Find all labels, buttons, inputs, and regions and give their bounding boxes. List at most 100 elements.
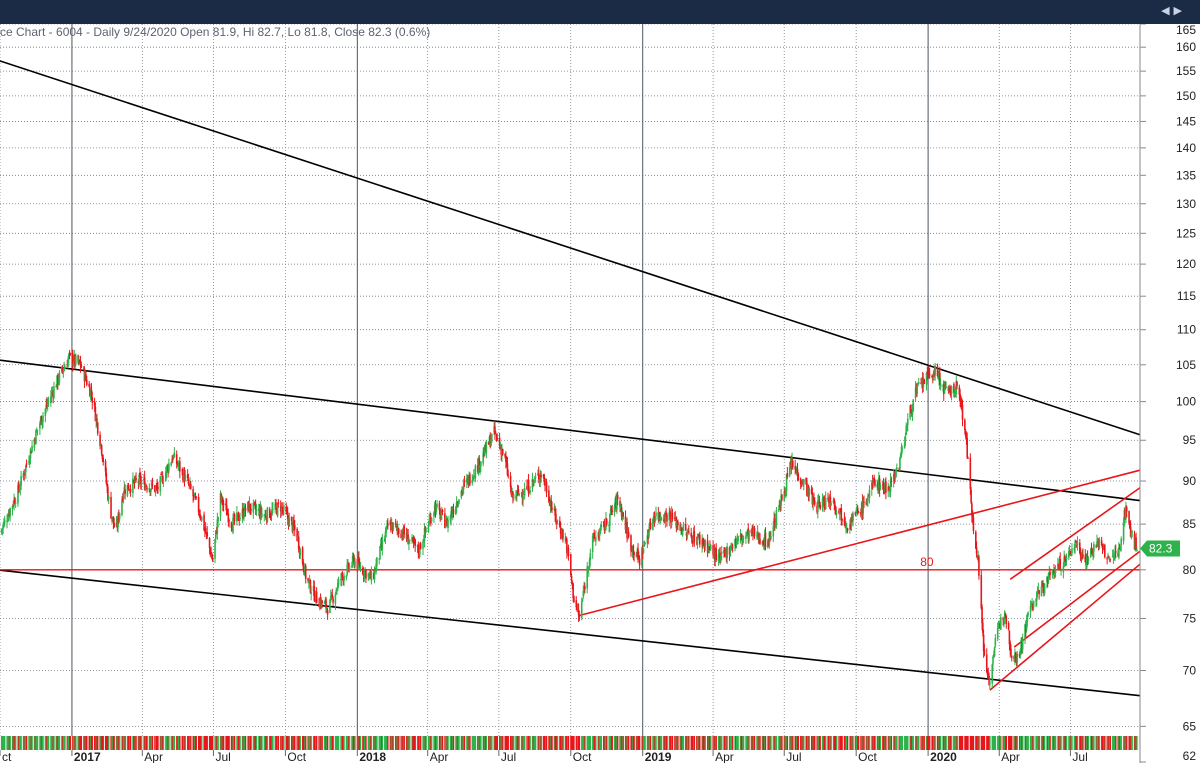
- candle-body: [840, 508, 843, 521]
- candle-body: [332, 598, 334, 603]
- candle-body: [354, 560, 356, 567]
- y-tick-label: 130: [1176, 197, 1196, 211]
- volume-bar: [253, 736, 255, 750]
- candle-body: [199, 514, 201, 517]
- volume-bar: [195, 736, 197, 750]
- volume-bar: [823, 736, 825, 750]
- candle-body: [548, 490, 550, 502]
- candle-body: [931, 376, 933, 378]
- volume-bar: [604, 736, 606, 750]
- volume-bar: [687, 736, 689, 750]
- volume-bar: [928, 736, 930, 750]
- volume-bar: [969, 736, 972, 750]
- volume-bar: [685, 736, 688, 750]
- candle-body: [1076, 542, 1079, 546]
- volume-bar: [854, 736, 857, 750]
- candle-body: [395, 524, 398, 526]
- volume-bar: [534, 736, 537, 750]
- volume-bar: [697, 736, 699, 750]
- candle-body: [764, 532, 767, 548]
- volume-bar: [828, 736, 830, 750]
- volume-bar: [688, 736, 690, 750]
- volume-bar: [484, 736, 487, 750]
- candle-body: [1107, 557, 1109, 560]
- volume-bar: [1130, 736, 1133, 750]
- volume-bar: [850, 736, 853, 750]
- candle-body: [1054, 571, 1057, 574]
- volume-bar: [954, 736, 957, 750]
- volume-bar: [778, 736, 780, 750]
- volume-bar: [177, 736, 179, 750]
- candle-body: [753, 528, 756, 537]
- volume-bar: [231, 736, 233, 750]
- candle-body: [1080, 556, 1083, 559]
- candle-body: [928, 374, 931, 376]
- volume-bar: [570, 736, 572, 750]
- candle-body: [971, 516, 974, 518]
- candle-body: [863, 501, 865, 503]
- candle-body: [118, 513, 121, 520]
- candle-body: [1004, 613, 1007, 617]
- scroll-arrows-icon[interactable]: ◀▶: [1161, 4, 1186, 17]
- candle-body: [139, 476, 142, 484]
- candle-body: [992, 656, 994, 665]
- volume-bar: [811, 736, 814, 750]
- candle-body: [1096, 541, 1098, 546]
- volume-bar: [1101, 736, 1103, 750]
- candle-body: [64, 366, 66, 370]
- volume-bar: [12, 736, 14, 750]
- volume-bar: [566, 736, 568, 750]
- candle-body: [0, 529, 3, 533]
- volume-bar: [932, 736, 935, 750]
- volume-bar: [593, 736, 595, 750]
- volume-bar: [499, 736, 501, 750]
- volume-bar: [1049, 736, 1051, 750]
- volume-bar: [365, 736, 367, 750]
- volume-bar: [584, 736, 586, 750]
- volume-bar: [1026, 736, 1029, 750]
- volume-bar: [821, 736, 824, 750]
- candle-body: [296, 528, 298, 541]
- candle-body: [427, 525, 430, 532]
- candle-body: [494, 432, 497, 434]
- candle-body: [731, 546, 734, 548]
- trendline-resistance-mid: [0, 359, 1141, 502]
- candle-body: [365, 569, 367, 579]
- volume-bar: [900, 736, 903, 750]
- candle-body: [33, 439, 36, 448]
- candle-body: [133, 480, 136, 484]
- candle-body: [68, 352, 71, 354]
- volume-bar: [194, 736, 196, 750]
- candle-body: [591, 535, 594, 552]
- title-bar: ◀▶: [0, 0, 1200, 24]
- candle-body: [533, 480, 535, 484]
- candle-body: [422, 541, 425, 543]
- candle-body: [315, 592, 318, 603]
- volume-bar: [884, 736, 886, 750]
- volume-bar: [212, 736, 214, 750]
- candle-body: [170, 462, 173, 466]
- price-chart[interactable]: 80 6265707580859095100105110115120125130…: [0, 24, 1200, 763]
- candle-body: [357, 558, 359, 569]
- candle-body: [550, 500, 553, 507]
- volume-bar: [241, 736, 244, 750]
- candle-body: [69, 353, 72, 355]
- volume-bar: [29, 736, 31, 750]
- candle-body: [18, 490, 21, 492]
- candle-body: [203, 514, 205, 531]
- volume-bar: [613, 736, 616, 750]
- volume-bar: [294, 736, 296, 750]
- volume-bar: [844, 736, 846, 750]
- candle-body: [105, 472, 108, 484]
- candle-body: [1032, 600, 1035, 608]
- volume-bar: [488, 736, 490, 750]
- candle-body: [447, 519, 449, 529]
- volume-bar: [676, 736, 678, 750]
- candle-body: [707, 547, 710, 553]
- grid-lines: [0, 24, 1140, 736]
- candle-body: [325, 599, 327, 609]
- candle-body: [50, 396, 52, 403]
- volume-bar: [15, 736, 17, 750]
- volume-bar: [703, 736, 706, 750]
- volume-bar: [1069, 736, 1071, 750]
